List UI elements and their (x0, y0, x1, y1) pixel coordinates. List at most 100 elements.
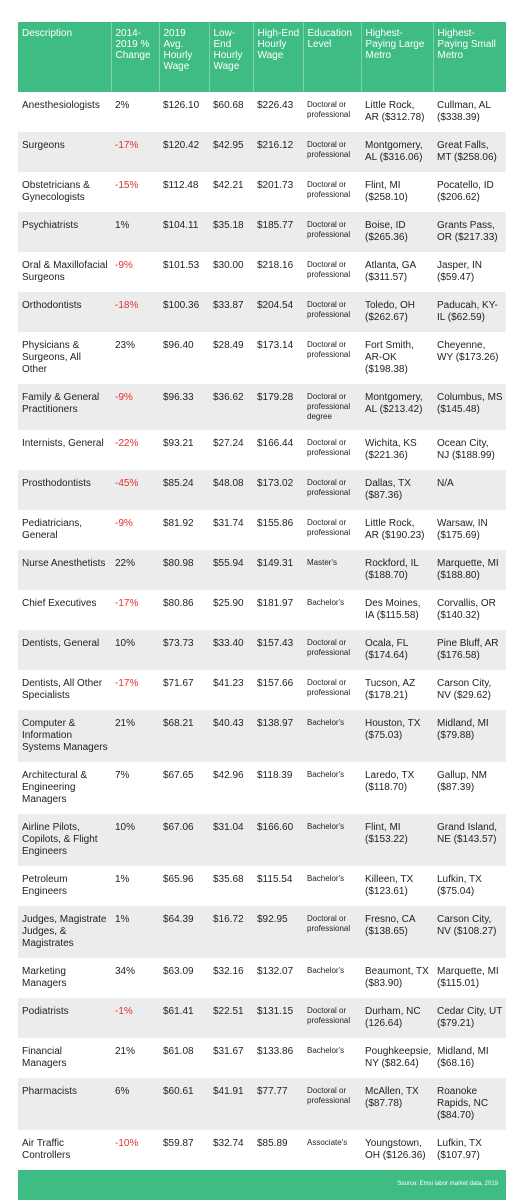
table-cell: $204.54 (253, 292, 303, 332)
table-row: Financial Managers 21% $61.08 $31.67 $133.86… (18, 1038, 506, 1078)
table-row: Nurse Anesthetists 22% $80.98 $55.94 $149.31… (18, 550, 506, 590)
table-cell: N/A (433, 470, 506, 510)
table-cell: Marquette, MI ($115.01) (437, 966, 499, 989)
table-cell: Financial Managers (22, 1046, 67, 1069)
table-cell: Pine Bluff, AR ($176.58) (433, 630, 506, 670)
table-cell: Fresno, CA ($138.65) (361, 906, 433, 958)
table-cell: 7% (115, 770, 130, 781)
table-cell: 1% (111, 906, 159, 958)
table-row: Architectural & Engineering Managers 7% $6… (18, 762, 506, 814)
table-cell: Judges, Magistrate Judges, & Magistrates (18, 906, 111, 958)
table-cell: Computer & Information Systems Managers (18, 710, 111, 762)
table-cell: Doctoral or professional degree (303, 384, 361, 430)
table-cell: $48.08 (209, 470, 253, 510)
table-cell: Corvallis, OR ($140.32) (437, 598, 496, 621)
table-cell: Little Rock, AR ($312.78) (365, 100, 425, 123)
table-cell: $77.77 (253, 1078, 303, 1130)
table-cell: $185.77 (253, 212, 303, 252)
table-cell: $25.90 (213, 598, 244, 609)
table-cell: Lufkin, TX ($75.04) (437, 874, 482, 897)
table-cell: $101.53 (163, 260, 200, 271)
table-row: Physicians & Surgeons, All Other 23% $96.4… (18, 332, 506, 384)
table-cell: $133.86 (257, 1046, 294, 1057)
table-cell: $67.65 (163, 770, 194, 781)
table-cell: Dentists, General (18, 630, 111, 670)
table-cell: $60.68 (213, 100, 244, 111)
table-cell: Doctoral or professional (303, 906, 361, 958)
table-cell: $226.43 (257, 100, 294, 111)
table-cell: Houston, TX ($75.03) (361, 710, 433, 762)
table-cell: $149.31 (253, 550, 303, 590)
table-cell: $71.67 (163, 678, 194, 689)
header-cell: Low-End Hourly Wage (209, 22, 254, 92)
table-cell: Ocean City, NJ ($188.99) (437, 438, 495, 461)
table-cell: 1% (115, 874, 130, 885)
header-cell: 2014-2019 % Change (111, 22, 160, 92)
table-cell: $32.16 (213, 966, 244, 977)
table-cell: $155.86 (257, 518, 294, 529)
table-cell: 21% (115, 1046, 136, 1057)
table-cell: Dallas, TX ($87.36) (361, 470, 433, 510)
table-container: Description 2014-2019 % Change 2019 Avg. H… (18, 22, 506, 1200)
table-cell: Warsaw, IN ($175.69) (437, 518, 488, 541)
table-row: Internists, General -22% $93.21 $27.24 $166.… (18, 430, 506, 470)
table-cell: Carson City, NV ($29.62) (437, 678, 492, 701)
table-cell: 10% (111, 630, 159, 670)
table-cell: Youngstown, OH ($126.36) (365, 1138, 426, 1161)
table-cell: $28.49 (213, 340, 244, 351)
table-cell: Montgomery, AL ($213.42) (361, 384, 433, 430)
table-cell: $93.21 (163, 438, 194, 449)
table-cell: Wichita, KS ($221.36) (365, 438, 417, 461)
table-cell: 1% (111, 212, 159, 252)
table-cell: $32.74 (213, 1138, 244, 1149)
table-cell: $157.43 (253, 630, 303, 670)
table-cell: Atlanta, GA ($311.57) (365, 260, 416, 283)
table-cell: Doctoral or professional (307, 180, 351, 199)
table-cell: Orthodontists (18, 292, 111, 332)
table-cell: 23% (115, 340, 136, 351)
table-cell: Cheyenne, WY ($173.26) (437, 340, 499, 363)
table-cell: $92.95 (253, 906, 303, 958)
table-cell: $35.68 (213, 874, 244, 885)
table-cell: Carson City, NV ($108.27) (433, 906, 506, 958)
table-cell: Internists, General (22, 438, 104, 449)
table-cell: Psychiatrists (18, 212, 111, 252)
table-cell: -9% (115, 518, 133, 529)
table-cell: Prosthodontists (18, 470, 111, 510)
table-cell: Pocatello, ID ($206.62) (437, 180, 494, 203)
table-cell: -17% (111, 132, 159, 172)
table-cell: Dentists, All Other Specialists (22, 678, 103, 701)
table-row: Chief Executives -17% $80.86 $25.90 $181.97 B… (18, 590, 506, 630)
table-cell: $27.24 (213, 438, 244, 449)
table-cell: Beaumont, TX ($83.90) (365, 966, 429, 989)
table-cell: 2% (115, 100, 130, 111)
table-cell: $173.02 (253, 470, 303, 510)
table-cell: Flint, MI ($153.22) (361, 814, 433, 866)
table-cell: -22% (115, 438, 139, 449)
table-cell: $41.23 (213, 678, 244, 689)
table-row: Prosthodontists -45% $85.24 $48.08 $173.02 Do… (18, 470, 506, 510)
table-cell: Great Falls, MT ($258.06) (433, 132, 506, 172)
table-cell: Doctoral or professional (307, 100, 351, 119)
table-row: Anesthesiologists 2% $126.10 $60.68 $226.43 D… (18, 92, 506, 132)
table-cell: -18% (111, 292, 159, 332)
table-cell: $216.12 (253, 132, 303, 172)
table-cell: $173.14 (257, 340, 294, 351)
table-cell: Bachelor's (307, 966, 345, 975)
table-cell: Doctoral or professional (307, 340, 351, 359)
header-cell: Description (18, 22, 112, 92)
table-cell: Flint, MI ($258.10) (365, 180, 408, 203)
table-cell: Rockford, IL ($188.70) (361, 550, 433, 590)
table-cell: $131.15 (253, 998, 303, 1038)
table-cell: Physicians & Surgeons, All Other (22, 340, 81, 375)
table-cell: $40.43 (209, 710, 253, 762)
table-cell: Doctoral or professional (307, 678, 351, 697)
table-row: Oral & Maxillofacial Surgeons -9% $101.53 $… (18, 252, 506, 292)
table-cell: Marketing Managers (22, 966, 67, 989)
table-cell: Jasper, IN ($59.47) (437, 260, 483, 283)
table-cell: Anesthesiologists (22, 100, 100, 111)
table-cell: $30.00 (213, 260, 244, 271)
table-cell: Oral & Maxillofacial Surgeons (22, 260, 108, 283)
table-cell: Tucson, AZ ($178.21) (365, 678, 416, 701)
table-cell: -17% (115, 678, 139, 689)
